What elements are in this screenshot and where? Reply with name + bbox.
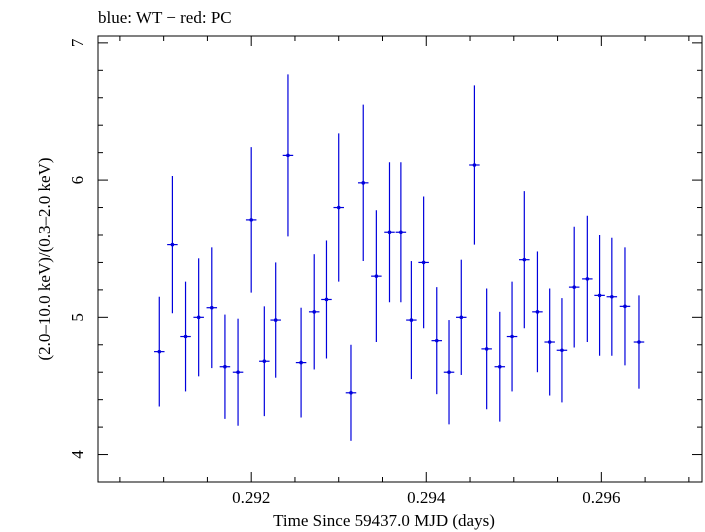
x-tick-label: 0.292: [232, 488, 270, 507]
point-marker: [183, 334, 188, 339]
data-point: [345, 344, 357, 441]
data-point: [333, 133, 344, 282]
data-point: [556, 298, 568, 403]
data-point: [619, 247, 631, 366]
point-marker: [196, 315, 201, 320]
data-point: [167, 175, 178, 314]
point-marker: [472, 163, 477, 167]
point-marker: [434, 338, 439, 343]
data-point: [469, 85, 480, 245]
data-point: [193, 258, 204, 377]
data-point: [443, 320, 455, 425]
point-marker: [597, 293, 602, 298]
data-points: [154, 74, 645, 441]
plot-frame: [97, 35, 703, 483]
data-point: [295, 307, 307, 418]
point-marker: [236, 370, 240, 375]
data-point: [582, 215, 593, 343]
data-point: [245, 147, 257, 293]
point-marker: [585, 277, 590, 281]
point-marker: [336, 205, 341, 210]
data-point: [506, 281, 518, 392]
axis-tick-labels: 0.292 0.294 0.296 4 5 6 7: [68, 38, 620, 507]
point-marker: [497, 364, 502, 369]
point-marker: [223, 364, 227, 369]
point-marker: [349, 391, 353, 395]
data-point: [606, 237, 618, 356]
y-tick-label: 5: [68, 313, 87, 322]
point-marker: [170, 242, 175, 247]
point-marker: [447, 370, 451, 375]
point-marker: [409, 318, 414, 322]
data-point: [594, 234, 605, 356]
point-marker: [610, 294, 614, 299]
point-marker: [547, 340, 552, 344]
y-axis-label: (2.0–10.0 keV)/(0.3–2.0 keV): [35, 157, 54, 360]
point-marker: [572, 285, 576, 289]
point-marker: [510, 334, 514, 339]
data-point: [357, 104, 369, 262]
data-point: [371, 210, 382, 343]
point-marker: [299, 360, 303, 365]
point-marker: [209, 305, 214, 310]
data-point: [206, 247, 218, 369]
chart-title: blue: WT − red: PC: [98, 8, 232, 27]
data-point: [395, 162, 407, 303]
point-marker: [324, 297, 329, 302]
point-marker: [623, 304, 627, 309]
y-tick-label: 7: [68, 38, 87, 47]
point-marker: [273, 318, 278, 322]
point-marker: [387, 230, 392, 235]
data-point: [308, 254, 320, 370]
x-tick-label: 0.294: [407, 488, 446, 507]
data-point: [532, 251, 543, 373]
point-marker: [484, 347, 489, 351]
data-point: [418, 196, 429, 329]
data-point: [481, 288, 492, 410]
point-marker: [249, 218, 253, 222]
data-point: [544, 288, 555, 396]
data-point: [406, 261, 417, 380]
x-tick-label: 0.296: [582, 488, 620, 507]
y-tick-label: 6: [68, 176, 87, 185]
point-marker: [522, 257, 527, 262]
point-marker: [421, 260, 426, 265]
data-point: [633, 295, 645, 389]
x-axis-label: Time Since 59437.0 MJD (days): [273, 511, 495, 530]
point-marker: [637, 340, 641, 344]
data-point: [568, 226, 580, 348]
point-marker: [262, 359, 267, 364]
data-point: [154, 296, 165, 407]
point-marker: [459, 315, 464, 320]
y-tick-label: 4: [68, 450, 87, 459]
point-marker: [312, 310, 317, 314]
data-point: [321, 240, 332, 359]
point-marker: [535, 310, 540, 314]
data-point: [519, 191, 530, 329]
data-point: [219, 314, 231, 419]
point-marker: [361, 181, 366, 185]
point-marker: [399, 230, 403, 235]
axis-ticks: [98, 36, 702, 483]
data-point: [180, 281, 191, 392]
data-point: [232, 318, 244, 426]
point-marker: [157, 349, 162, 354]
data-point: [259, 306, 270, 417]
data-point: [384, 162, 395, 303]
point-marker: [560, 348, 564, 353]
data-point: [270, 262, 281, 378]
data-point: [456, 259, 467, 375]
point-marker: [374, 274, 379, 278]
data-point: [431, 287, 443, 395]
data-point: [494, 311, 506, 422]
data-point: [282, 74, 294, 237]
point-marker: [286, 153, 290, 158]
